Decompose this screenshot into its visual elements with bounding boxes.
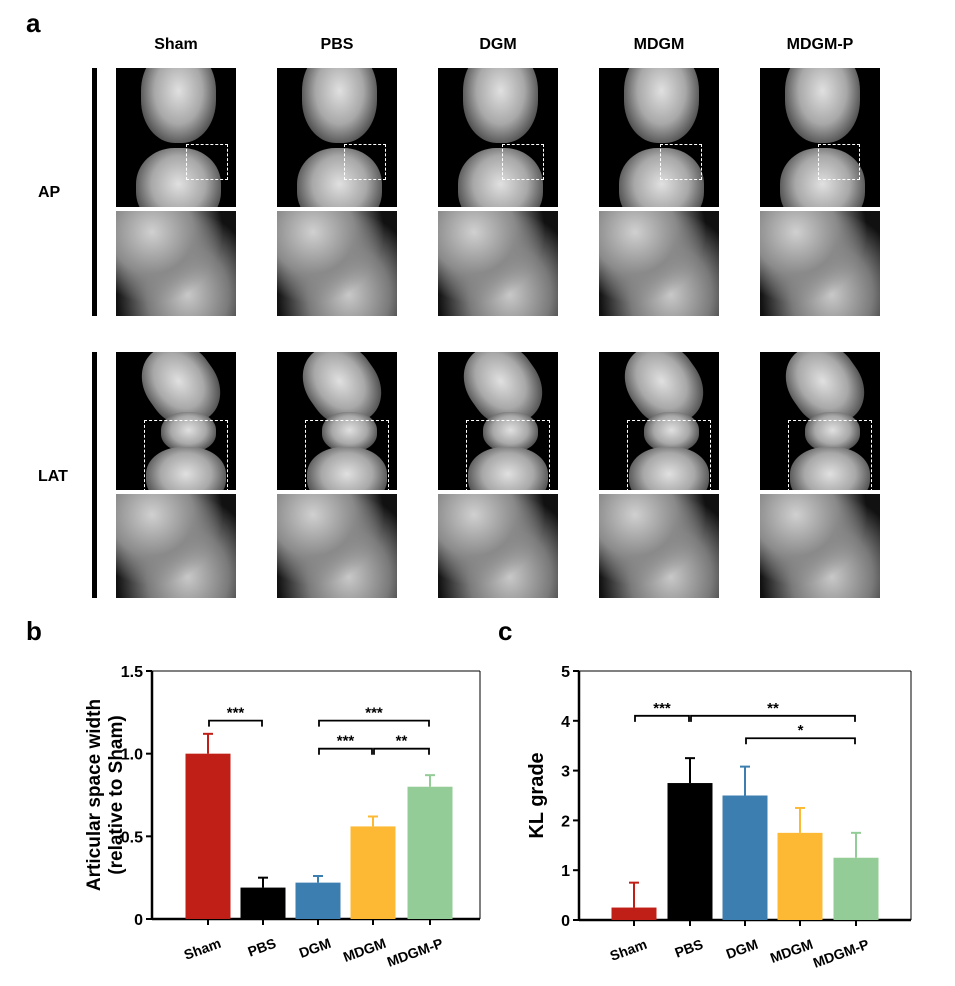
bar-sham bbox=[185, 753, 231, 919]
xray-ap-zoom-mdgm bbox=[599, 211, 719, 316]
xray-ap-full-mdgm bbox=[599, 68, 719, 207]
zoom-region-box bbox=[818, 144, 860, 180]
xray-lat-zoom-sham bbox=[116, 494, 236, 598]
significance-bracket bbox=[318, 747, 373, 755]
xray-lat-zoom-dgm bbox=[438, 494, 558, 598]
significance-bracket bbox=[318, 719, 430, 727]
bar-sham bbox=[611, 907, 657, 920]
bar-dgm bbox=[295, 882, 341, 919]
zoom-region-box bbox=[186, 144, 228, 180]
bar-pbs bbox=[667, 783, 713, 920]
x-tick-label-pbs: PBS bbox=[672, 936, 705, 961]
y-tick-label: 0 bbox=[134, 912, 143, 929]
xray-lat-full-dgm bbox=[438, 352, 558, 490]
y-tick-label: 5 bbox=[561, 664, 570, 681]
bar-mdgm bbox=[350, 826, 396, 919]
lat-row-bar bbox=[92, 352, 97, 598]
row-label-lat: LAT bbox=[38, 468, 68, 485]
xray-ap-zoom-dgm bbox=[438, 211, 558, 316]
xray-lat-full-sham bbox=[116, 352, 236, 490]
y-axis-label-secondary: (relative to Sham) bbox=[106, 715, 127, 874]
significance-bracket bbox=[208, 719, 263, 727]
ap-row-bar bbox=[92, 68, 97, 316]
column-header-dgm: DGM bbox=[479, 36, 517, 53]
xray-ap-zoom-mdgm-p bbox=[760, 211, 880, 316]
xray-ap-full-sham bbox=[116, 68, 236, 207]
xray-ap-full-dgm bbox=[438, 68, 558, 207]
xray-lat-full-mdgm-p bbox=[760, 352, 880, 490]
panel-label-c: c bbox=[498, 616, 513, 646]
significance-label: ** bbox=[767, 700, 779, 717]
zoom-region-box bbox=[502, 144, 544, 180]
x-tick-label-mdgm: MDGM bbox=[768, 936, 815, 966]
y-tick-label: 2 bbox=[561, 813, 570, 830]
zoom-region-box bbox=[144, 420, 228, 490]
xray-ap-full-pbs bbox=[277, 68, 397, 207]
xray-lat-zoom-mdgm-p bbox=[760, 494, 880, 598]
bar-mdgm bbox=[777, 832, 823, 920]
xray-ap-zoom-sham bbox=[116, 211, 236, 316]
significance-bracket bbox=[634, 714, 690, 722]
row-label-ap: AP bbox=[38, 184, 61, 201]
x-tick-label-dgm: DGM bbox=[724, 936, 760, 962]
column-header-sham: Sham bbox=[154, 36, 198, 53]
y-axis-label: Articular space width bbox=[84, 699, 105, 891]
significance-label: ** bbox=[396, 733, 408, 750]
significance-label: *** bbox=[653, 700, 671, 717]
bar-dgm bbox=[722, 795, 768, 920]
xray-ap-zoom-pbs bbox=[277, 211, 397, 316]
y-tick-label: 1.5 bbox=[121, 664, 143, 681]
column-header-pbs: PBS bbox=[320, 36, 354, 53]
xray-lat-zoom-mdgm bbox=[599, 494, 719, 598]
y-axis-label: KL grade bbox=[526, 752, 548, 838]
y-tick-label: 0.5 bbox=[121, 829, 143, 846]
significance-label: *** bbox=[337, 733, 355, 750]
zoom-region-box bbox=[466, 420, 550, 490]
xray-lat-full-pbs bbox=[277, 352, 397, 490]
y-tick-label: 1 bbox=[561, 863, 570, 880]
significance-bracket bbox=[745, 737, 856, 745]
zoom-region-box bbox=[344, 144, 386, 180]
panel-label-b: b bbox=[26, 616, 42, 646]
y-tick-label: 1.0 bbox=[121, 747, 143, 764]
significance-label: * bbox=[798, 722, 804, 739]
y-tick-label: 4 bbox=[561, 714, 570, 731]
bar-mdgm-p bbox=[833, 857, 879, 920]
zoom-region-box bbox=[660, 144, 702, 180]
panel-label-a: a bbox=[26, 8, 41, 38]
significance-label: *** bbox=[365, 705, 383, 722]
xray-ap-full-mdgm-p bbox=[760, 68, 880, 207]
significance-bracket bbox=[690, 714, 856, 722]
column-header-mdgm: MDGM bbox=[633, 36, 685, 53]
significance-label: *** bbox=[227, 705, 245, 722]
column-header-mdgm-p: MDGM-P bbox=[786, 36, 854, 53]
y-tick-label: 0 bbox=[561, 913, 570, 930]
significance-bracket bbox=[373, 747, 430, 755]
zoom-region-box bbox=[305, 420, 389, 490]
bar-mdgm-p bbox=[407, 786, 453, 919]
bar-pbs bbox=[240, 887, 286, 919]
x-tick-label-mdgm-p: MDGM-P bbox=[811, 936, 871, 971]
y-tick-label: 3 bbox=[561, 764, 570, 781]
zoom-region-box bbox=[788, 420, 872, 490]
x-tick-label-sham: Sham bbox=[608, 936, 649, 964]
xray-lat-full-mdgm bbox=[599, 352, 719, 490]
xray-lat-zoom-pbs bbox=[277, 494, 397, 598]
zoom-region-box bbox=[627, 420, 711, 490]
